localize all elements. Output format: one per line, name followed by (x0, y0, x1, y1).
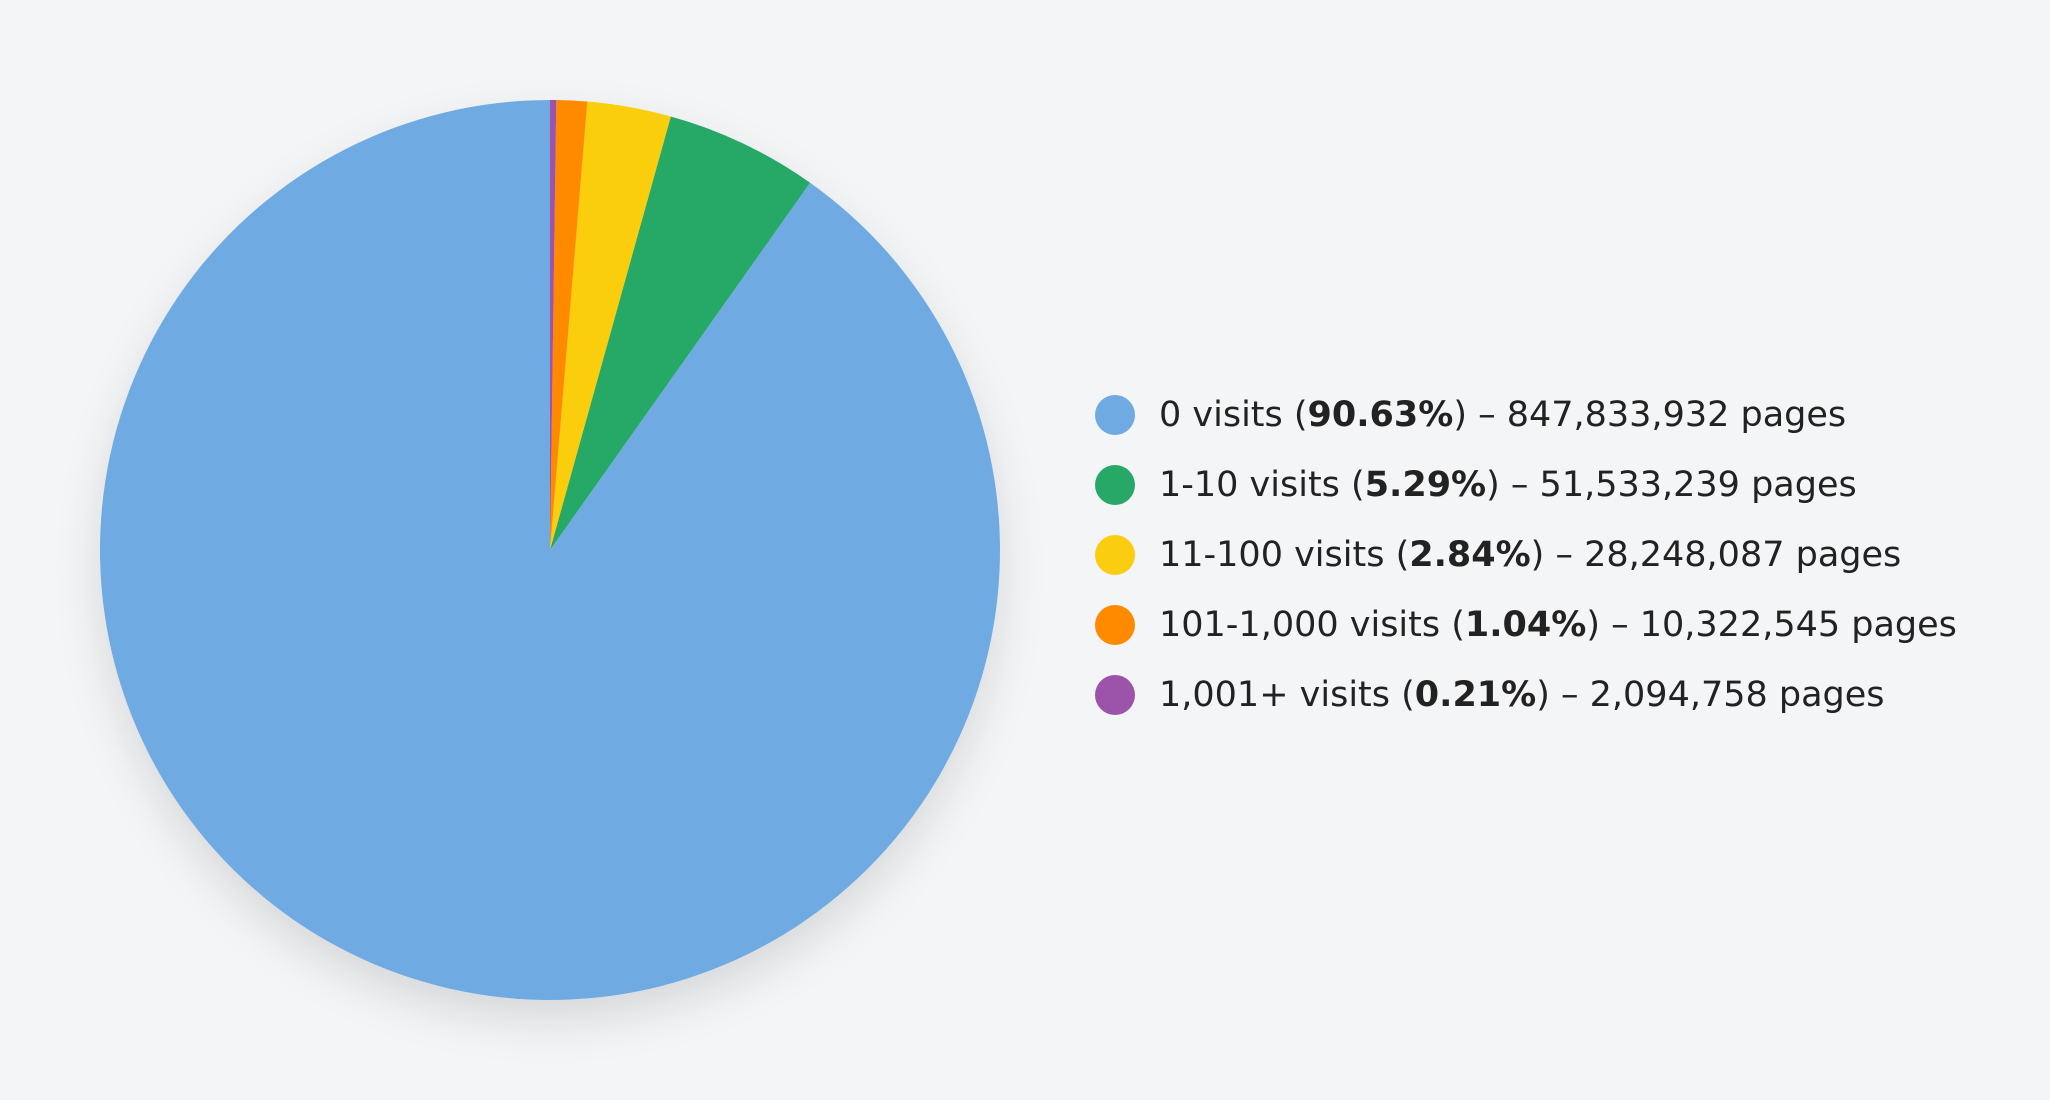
legend-item: 0 visits (90.63%) – 847,833,932 pages (1095, 380, 2035, 450)
legend-swatch (1095, 605, 1135, 645)
legend-percentage: 2.84% (1409, 535, 1531, 575)
legend-value: 2,094,758 pages (1589, 675, 1885, 715)
pie-chart-svg (100, 100, 1001, 1000)
legend-percentage: 5.29% (1364, 465, 1487, 505)
legend-category: 1,001+ visits (1159, 675, 1391, 715)
legend-label: 101-1,000 visits (1.04%) – 10,322,545 pa… (1159, 605, 1957, 645)
legend-item: 1-10 visits (5.29%) – 51,533,239 pages (1095, 450, 2035, 520)
legend: 0 visits (90.63%) – 847,833,932 pages 1-1… (1095, 380, 2035, 730)
pie-slice-4 (550, 100, 588, 550)
pie-slice-2 (550, 116, 811, 550)
pie-slices (100, 100, 1001, 1000)
pie-slice-5 (550, 100, 557, 550)
legend-label: 0 visits (90.63%) – 847,833,932 pages (1159, 395, 1847, 435)
legend-value: 28,248,087 pages (1584, 535, 1902, 575)
legend-percentage: 90.63% (1307, 395, 1454, 435)
legend-swatch (1095, 395, 1135, 435)
legend-label: 1-10 visits (5.29%) – 51,533,239 pages (1159, 465, 1857, 505)
legend-category: 101-1,000 visits (1159, 605, 1441, 645)
legend-percentage: 1.04% (1464, 605, 1587, 645)
legend-value: 51,533,239 pages (1539, 465, 1857, 505)
legend-swatch (1095, 465, 1135, 505)
legend-category: 1-10 visits (1159, 465, 1340, 505)
pie-slice-1 (100, 100, 1001, 1000)
legend-label: 11-100 visits (2.84%) – 28,248,087 pages (1159, 535, 1902, 575)
legend-value: 847,833,932 pages (1506, 395, 1847, 435)
legend-value: 10,322,545 pages (1639, 605, 1957, 645)
legend-category: 0 visits (1159, 395, 1283, 435)
legend-category: 11-100 visits (1159, 535, 1385, 575)
legend-item: 101-1,000 visits (1.04%) – 10,322,545 pa… (1095, 590, 2035, 660)
legend-swatch (1095, 675, 1135, 715)
legend-swatch (1095, 535, 1135, 575)
pie-slice-3 (550, 101, 671, 550)
legend-percentage: 0.21% (1414, 675, 1537, 715)
legend-item: 1,001+ visits (0.21%) – 2,094,758 pages (1095, 660, 2035, 730)
legend-label: 1,001+ visits (0.21%) – 2,094,758 pages (1159, 675, 1885, 715)
legend-item: 11-100 visits (2.84%) – 28,248,087 pages (1095, 520, 2035, 590)
